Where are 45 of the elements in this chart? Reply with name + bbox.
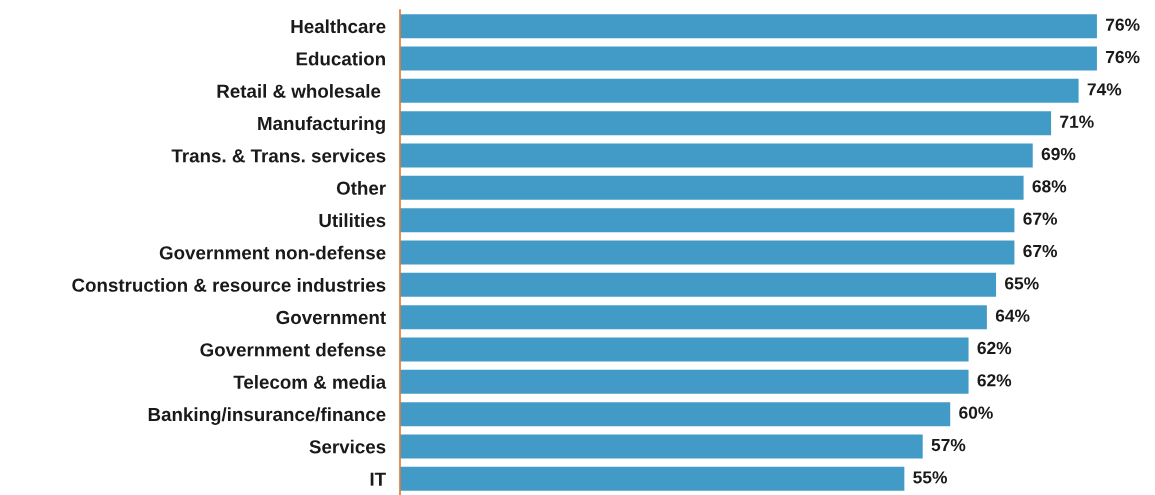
bar [400, 369, 969, 394]
y-tick-label: Construction & resource industries [72, 278, 386, 292]
bar [400, 78, 1079, 103]
data-label: 68% [1032, 180, 1067, 193]
data-label: 55% [913, 471, 947, 484]
bar [400, 14, 1097, 39]
data-label: 62% [977, 341, 1012, 355]
bar [400, 305, 987, 330]
y-tick-label: Government [276, 310, 386, 325]
y-tick-label: Trans. & Trans. services [171, 148, 386, 163]
y-tick-label: Retail & wholesale [217, 84, 381, 98]
bar [400, 111, 1052, 136]
bar [400, 208, 1015, 233]
data-label: 65% [1005, 277, 1039, 290]
data-label: 57% [931, 438, 966, 452]
data-label: 62% [977, 374, 1012, 387]
y-tick-label: Other [336, 181, 386, 195]
data-label: 76% [1106, 50, 1140, 64]
y-tick-label: Banking/insurance/finance [148, 407, 386, 425]
y-tick-label: Education [296, 51, 385, 66]
data-label: 67% [1023, 212, 1058, 225]
bar [400, 143, 1033, 168]
y-tick-label: Government non-defense [159, 245, 386, 260]
data-label: 74% [1087, 83, 1122, 96]
y-tick-label: Manufacturing [258, 116, 385, 134]
bar [400, 240, 1015, 265]
data-label: 69% [1041, 147, 1076, 161]
data-label: 71% [1060, 115, 1094, 128]
y-tick-label: Telecom & media [233, 375, 387, 389]
data-label: 64% [995, 309, 1030, 322]
data-label: 76% [1106, 18, 1140, 31]
bar [400, 402, 951, 427]
y-tick-label: Services [309, 439, 386, 454]
bar [400, 175, 1024, 200]
y-tick-label: Healthcare [291, 19, 386, 34]
bar [400, 46, 1097, 71]
bar [400, 272, 997, 297]
data-label: 67% [1023, 244, 1058, 258]
bar [400, 434, 923, 459]
y-tick-label: Utilities [319, 213, 386, 228]
bar [400, 337, 969, 362]
data-label: 60% [959, 406, 993, 419]
bar [400, 466, 905, 491]
y-tick-label: Government defense [200, 342, 386, 357]
y-tick-label: IT [370, 472, 386, 486]
